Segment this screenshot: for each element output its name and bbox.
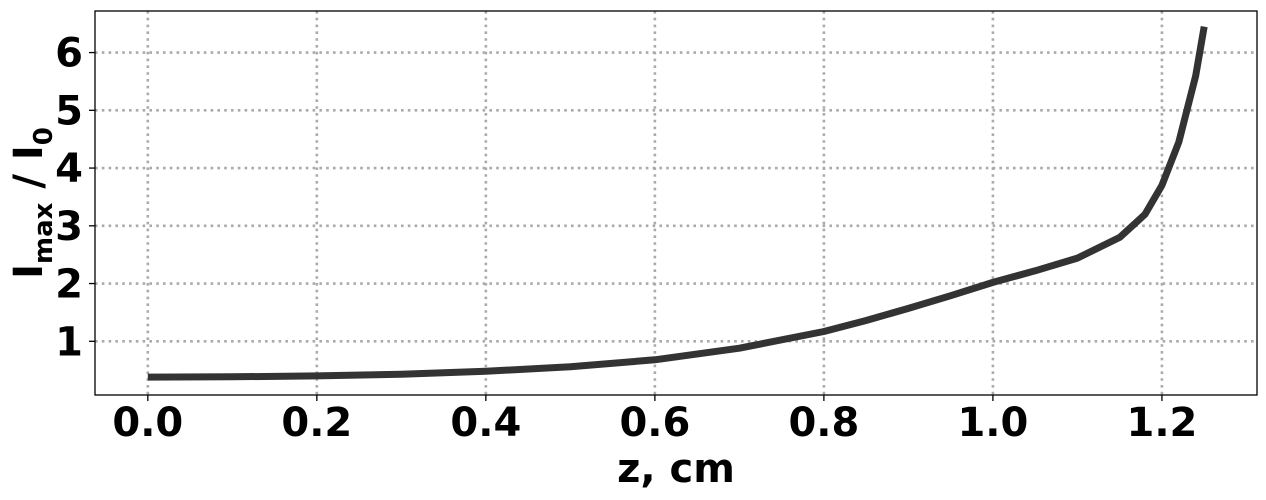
x-axis-label: z, cm (617, 446, 735, 492)
y-label-denom: I (6, 145, 52, 160)
grid-lines (95, 11, 1257, 395)
x-tick-labels: 0.0 0.2 0.4 0.6 0.8 1.0 1.2 (112, 400, 1197, 446)
y-tick-label: 4 (55, 146, 83, 192)
x-tick-label: 0.2 (281, 400, 352, 446)
x-tick-label: 0.0 (112, 400, 183, 446)
y-tick-label: 5 (55, 88, 83, 134)
x-tick-label: 1.2 (1126, 400, 1197, 446)
y-tick-label: 1 (55, 319, 83, 365)
plot-frame (95, 11, 1257, 395)
y-label-separator: / (6, 160, 52, 202)
x-tick-label: 1.0 (957, 400, 1028, 446)
x-tick-label: 0.6 (619, 400, 690, 446)
y-tick-label: 3 (55, 204, 83, 250)
y-label-denom-sub: 0 (29, 127, 59, 145)
y-tick-label: 2 (55, 262, 83, 308)
x-tick-label: 0.8 (788, 400, 859, 446)
y-label-main: I (6, 264, 52, 279)
y-axis-label: Imax / I0 (6, 127, 59, 279)
series-line (148, 27, 1204, 378)
series-group (148, 27, 1204, 378)
x-tick-label: 0.4 (450, 400, 521, 446)
y-tick-labels: 1 2 3 4 5 6 (55, 31, 83, 366)
y-label-main-sub: max (29, 202, 59, 264)
y-tick-label: 6 (55, 31, 83, 77)
